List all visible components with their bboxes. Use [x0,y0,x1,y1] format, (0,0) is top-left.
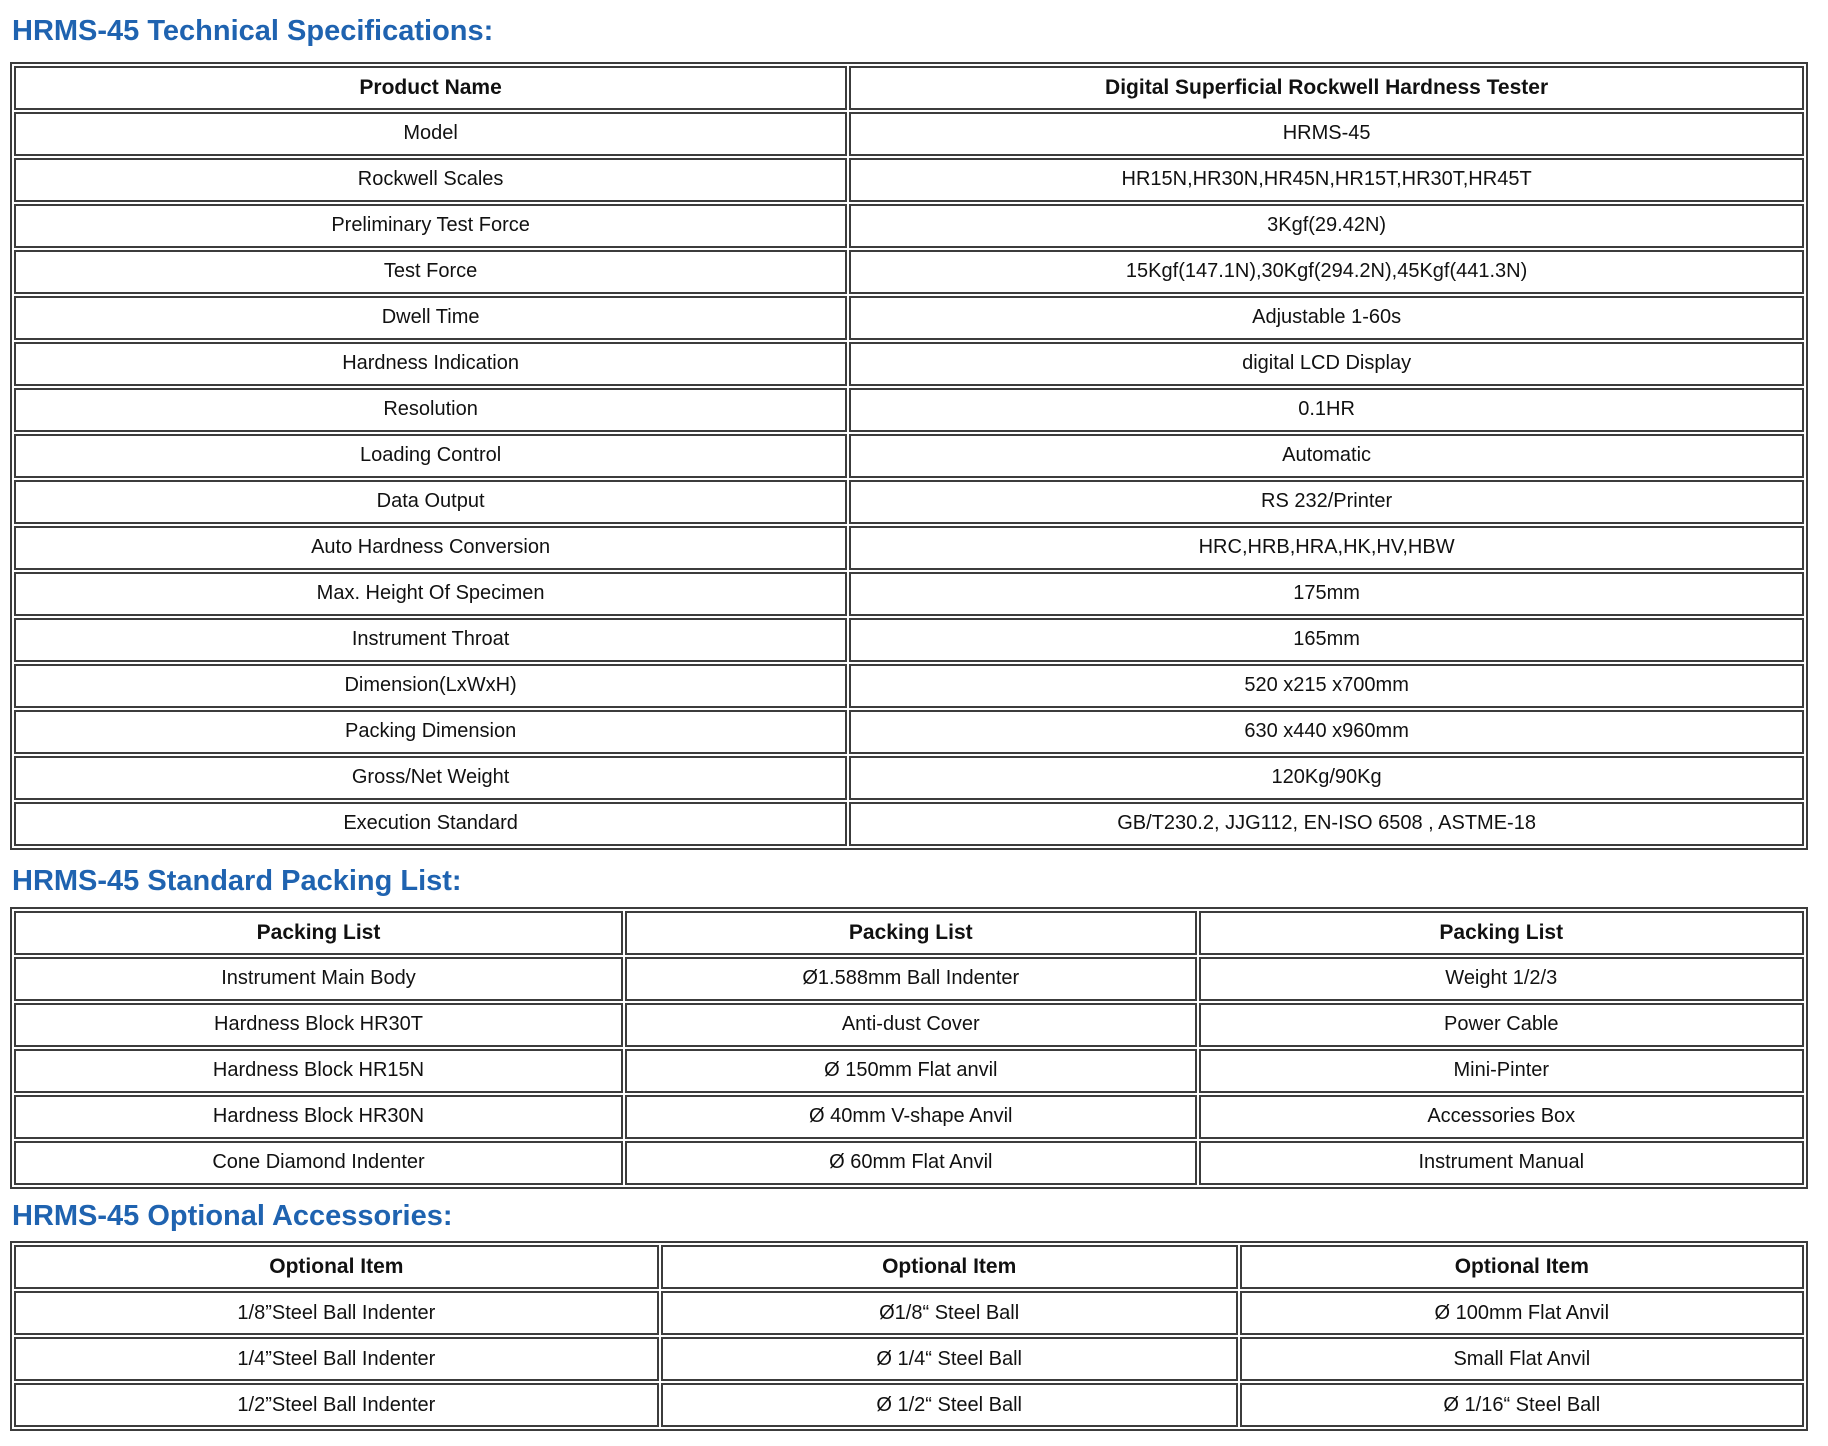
table-row: Instrument Throat 165mm [14,617,1804,662]
table-cell: 1/2”Steel Ball Indenter [14,1383,659,1428]
table-row: 1/2”Steel Ball Indenter Ø 1/2“ Steel Ball… [14,1383,1804,1428]
table-cell: Hardness Block HR30N [14,1094,624,1139]
table-cell: 520 x215 x700mm [849,663,1804,708]
standard-packing-list-table: Packing List Packing List Packing List Inst… [10,906,1808,1189]
table-cell: Ø 40mm V-shape Anvil [625,1094,1197,1139]
table-cell: Ø 100mm Flat Anvil [1239,1291,1804,1336]
table-cell: Ø1/8“ Steel Ball [660,1291,1238,1336]
table-cell: Small Flat Anvil [1239,1337,1804,1382]
table-row: 1/8”Steel Ball Indenter Ø1/8“ Steel Ball Ø… [14,1291,1804,1336]
table-cell: Max. Height Of Specimen [14,571,848,616]
table-cell: Hardness Indication [14,341,848,386]
table-cell: Test Force [14,249,848,294]
table-header-cell: Packing List [625,910,1197,955]
table-cell: Resolution [14,387,848,432]
table-cell: Instrument Manual [1198,1140,1804,1185]
section-heading-technical-specifications: HRMS-45 Technical Specifications: [12,15,494,47]
table-cell: digital LCD Display [849,341,1804,386]
table-header-row: Optional Item Optional Item Optional Item [14,1245,1804,1290]
table-cell: Instrument Main Body [14,956,624,1001]
table-cell: GB/T230.2, JJG112, EN-ISO 6508 , ASTME-1… [849,801,1804,846]
section-heading-optional-accessories: HRMS-45 Optional Accessories: [12,1199,453,1232]
table-cell: 1/8”Steel Ball Indenter [14,1291,659,1336]
table-header-cell: Packing List [14,910,624,955]
table-cell: Packing Dimension [14,709,848,754]
table-cell: Mini-Pinter [1198,1048,1804,1093]
table-row: Packing Dimension 630 x440 x960mm [14,709,1804,754]
table-cell: Ø 60mm Flat Anvil [625,1140,1197,1185]
table-cell: Ø1.588mm Ball Indenter [625,956,1197,1001]
section-heading-standard-packing-list: HRMS-45 Standard Packing List: [12,864,462,897]
table-cell: Anti-dust Cover [625,1002,1197,1047]
table-row: Hardness Block HR30T Anti-dust Cover Power… [14,1002,1804,1047]
table-cell: 630 x440 x960mm [849,709,1804,754]
table-cell: Automatic [849,433,1804,478]
table-cell: Loading Control [14,433,848,478]
table-cell: 175mm [849,571,1804,616]
table-header-row: Product Name Digital Superficial Rockwell… [14,65,1804,110]
table-cell: Dwell Time [14,295,848,340]
table-cell: 3Kgf(29.42N) [849,203,1804,248]
table-header-cell: Product Name [14,65,848,110]
table-cell: Hardness Block HR30T [14,1002,624,1047]
table-row: Model HRMS-45 [14,111,1804,156]
table-cell: 120Kg/90Kg [849,755,1804,800]
table-cell: Ø 150mm Flat anvil [625,1048,1197,1093]
table-cell: Auto Hardness Conversion [14,525,848,570]
table-cell: Cone Diamond Indenter [14,1140,624,1185]
table-cell: 15Kgf(147.1N),30Kgf(294.2N),45Kgf(441.3N… [849,249,1804,294]
table-cell: Data Output [14,479,848,524]
table-header-cell: Packing List [1198,910,1804,955]
table-cell: Gross/Net Weight [14,755,848,800]
table-cell: 0.1HR [849,387,1804,432]
table-cell: Accessories Box [1198,1094,1804,1139]
table-cell: Ø 1/2“ Steel Ball [660,1383,1238,1428]
table-row: Hardness Block HR30N Ø 40mm V-shape Anvil… [14,1094,1804,1139]
table-cell: Rockwell Scales [14,157,848,202]
table-cell: Adjustable 1-60s [849,295,1804,340]
technical-specifications-table: Product Name Digital Superficial Rockwell… [10,61,1808,850]
table-cell: RS 232/Printer [849,479,1804,524]
table-row: Dwell Time Adjustable 1-60s [14,295,1804,340]
table-cell: Dimension(LxWxH) [14,663,848,708]
table-cell: Instrument Throat [14,617,848,662]
table-cell: HRC,HRB,HRA,HK,HV,HBW [849,525,1804,570]
table-row: Data Output RS 232/Printer [14,479,1804,524]
table-cell: Ø 1/16“ Steel Ball [1239,1383,1804,1428]
table-cell: HR15N,HR30N,HR45N,HR15T,HR30T,HR45T [849,157,1804,202]
table-row: Loading Control Automatic [14,433,1804,478]
table-cell: 1/4”Steel Ball Indenter [14,1337,659,1382]
table-header-cell: Digital Superficial Rockwell Hardness Te… [849,65,1804,110]
optional-accessories-table: Optional Item Optional Item Optional Item 1… [10,1241,1808,1432]
table-header-cell: Optional Item [660,1245,1238,1290]
table-cell: Weight 1/2/3 [1198,956,1804,1001]
table-header-cell: Optional Item [14,1245,659,1290]
table-cell: Model [14,111,848,156]
table-cell: Power Cable [1198,1002,1804,1047]
table-cell: Execution Standard [14,801,848,846]
table-row: Preliminary Test Force 3Kgf(29.42N) [14,203,1804,248]
table-row: Test Force 15Kgf(147.1N),30Kgf(294.2N),45… [14,249,1804,294]
table-row: Instrument Main Body Ø1.588mm Ball Indent… [14,956,1804,1001]
table-row: Dimension(LxWxH) 520 x215 x700mm [14,663,1804,708]
table-cell: Ø 1/4“ Steel Ball [660,1337,1238,1382]
table-cell: HRMS-45 [849,111,1804,156]
table-row: Hardness Block HR15N Ø 150mm Flat anvil Mi… [14,1048,1804,1093]
table-cell: Preliminary Test Force [14,203,848,248]
table-row: Execution Standard GB/T230.2, JJG112, EN-… [14,801,1804,846]
table-row: Hardness Indication digital LCD Display [14,341,1804,386]
table-row: Resolution 0.1HR [14,387,1804,432]
table-cell: Hardness Block HR15N [14,1048,624,1093]
table-row: Gross/Net Weight 120Kg/90Kg [14,755,1804,800]
table-header-cell: Optional Item [1239,1245,1804,1290]
table-row: Rockwell Scales HR15N,HR30N,HR45N,HR15T,H… [14,157,1804,202]
table-row: Auto Hardness Conversion HRC,HRB,HRA,HK,H… [14,525,1804,570]
table-cell: 165mm [849,617,1804,662]
table-header-row: Packing List Packing List Packing List [14,910,1804,955]
table-row: Cone Diamond Indenter Ø 60mm Flat Anvil In… [14,1140,1804,1185]
table-row: Max. Height Of Specimen 175mm [14,571,1804,616]
table-row: 1/4”Steel Ball Indenter Ø 1/4“ Steel Ball… [14,1337,1804,1382]
